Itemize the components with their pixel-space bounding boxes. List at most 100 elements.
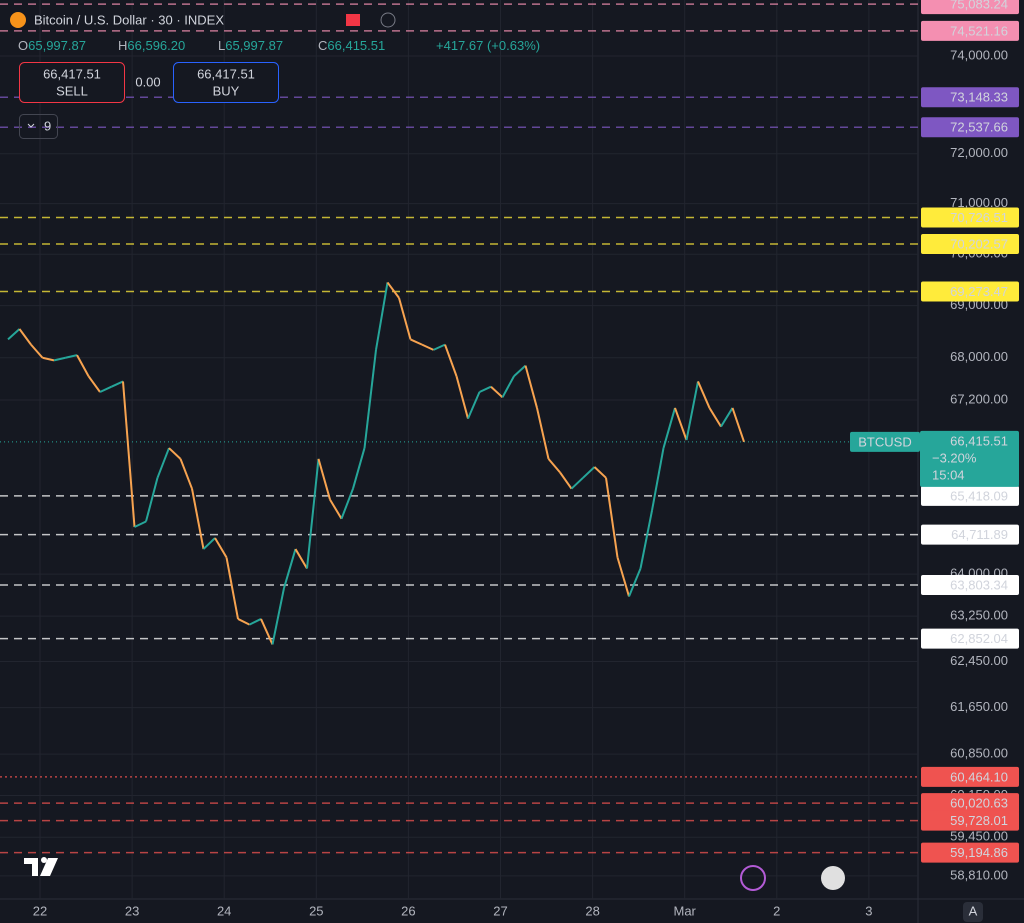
price-segment — [582, 466, 596, 479]
flash-button[interactable] — [740, 865, 766, 891]
axis-labels: 74,000.0072,000.0071,000.0070,000.0069,0… — [33, 0, 1019, 918]
last-price: 66,415.51 — [950, 433, 1008, 448]
price-segment — [559, 471, 573, 490]
scale-button[interactable] — [963, 902, 983, 922]
price-segment — [479, 385, 492, 393]
price-segment — [731, 407, 745, 443]
price-segment — [363, 349, 377, 449]
y-tick-label: 59,450.00 — [950, 829, 1008, 844]
price-segment — [547, 458, 561, 474]
price-segment — [421, 343, 434, 351]
price-segment — [249, 618, 262, 626]
coin-icon — [10, 12, 26, 28]
price-segment — [225, 557, 239, 620]
buy-button[interactable] — [173, 62, 279, 103]
level-tag — [921, 87, 1019, 108]
price-segment — [662, 407, 676, 449]
y-tick-label: 62,450.00 — [950, 653, 1008, 668]
y-tick-label: 58,810.00 — [950, 867, 1008, 882]
level-label: 74,521.16 — [950, 23, 1008, 38]
price-segment — [352, 447, 366, 489]
x-tick-label: 22 — [33, 903, 47, 918]
spread: 0.00 — [135, 74, 160, 89]
x-tick-label: 26 — [401, 903, 415, 918]
price-segment — [570, 477, 584, 490]
price-segment — [467, 391, 481, 419]
level-tag — [921, 20, 1019, 41]
buy-label: BUY — [213, 83, 240, 98]
chevron — [27, 123, 35, 128]
ohlc-key: O — [18, 38, 28, 53]
price-segment — [708, 407, 722, 428]
x-tick-label: 25 — [309, 903, 323, 918]
price-segment — [87, 375, 101, 393]
price-segment — [433, 343, 446, 351]
x-tick-label: 3 — [865, 903, 872, 918]
ohlc-value: 66,596.20 — [127, 38, 185, 53]
level-tag — [921, 281, 1019, 302]
price-segment — [156, 447, 170, 479]
price-segment — [605, 477, 619, 558]
indicators-toggle[interactable] — [19, 114, 58, 139]
price-segment — [214, 537, 228, 558]
footer: A — [24, 857, 983, 922]
grid — [0, 0, 918, 899]
y-tick-label: 60,850.00 — [950, 746, 1008, 761]
price-segment — [134, 520, 147, 528]
price-segment — [536, 407, 550, 460]
x-tick-label: 24 — [217, 903, 231, 918]
logo[interactable] — [24, 858, 58, 876]
price-segment — [18, 328, 32, 346]
price-segment — [720, 407, 734, 428]
buy-price: 66,417.51 — [197, 66, 255, 81]
price-segment — [202, 537, 216, 550]
last-change: −3.20% — [932, 450, 977, 465]
price-segment — [616, 557, 630, 597]
y-tick-label: 63,250.00 — [950, 608, 1008, 623]
price-segment — [283, 548, 297, 589]
indicators-count: 9 — [44, 118, 51, 133]
price-segment — [260, 618, 274, 645]
level-tag — [921, 117, 1019, 138]
level-tag — [921, 842, 1019, 863]
level-tag — [921, 524, 1019, 545]
price-segment — [685, 381, 699, 441]
price-segment — [111, 380, 124, 388]
flag-icon[interactable] — [346, 14, 360, 26]
price-segment — [145, 477, 159, 522]
y-tick-label: 72,000.00 — [950, 145, 1008, 160]
level-label: 65,418.09 — [950, 488, 1008, 503]
symbol-name: BTCUSD — [858, 434, 911, 449]
eye-icon[interactable] — [380, 12, 396, 28]
level-tag — [921, 485, 1019, 506]
price-segment — [65, 354, 78, 359]
price-segment — [317, 458, 331, 500]
price-segment — [179, 458, 193, 490]
ohlc-value: 65,997.87 — [28, 38, 86, 53]
x-tick-label: 2 — [773, 903, 780, 918]
price-segment — [524, 365, 538, 409]
y-tick-label: 67,200.00 — [950, 391, 1008, 406]
price-segment — [639, 510, 653, 569]
price-segment — [191, 488, 205, 550]
price-segment — [306, 458, 320, 569]
x-tick-label: Mar — [674, 903, 697, 918]
price-segment — [490, 385, 504, 399]
y-tick-label: 71,000.00 — [950, 195, 1008, 210]
flag-button[interactable] — [821, 866, 845, 890]
price-segment — [455, 375, 469, 419]
price-segment — [674, 407, 688, 441]
price-segment — [30, 343, 44, 359]
level-label: 70,202.57 — [950, 236, 1008, 251]
price-segment — [513, 364, 527, 377]
trade-panel: 66,417.51 SELL 0.00 66,417.51 BUY 9 — [19, 62, 279, 139]
level-tag — [921, 766, 1019, 787]
scale-mode: A — [969, 903, 978, 918]
price-segment — [42, 356, 55, 362]
sell-button[interactable] — [19, 62, 125, 103]
level-label: 64,711.89 — [951, 527, 1008, 542]
y-tick-label: 74,000.00 — [950, 47, 1008, 62]
level-label: 69,273.47 — [950, 284, 1008, 299]
level-tag — [921, 793, 1019, 814]
level-label: 62,852.04 — [950, 631, 1008, 646]
